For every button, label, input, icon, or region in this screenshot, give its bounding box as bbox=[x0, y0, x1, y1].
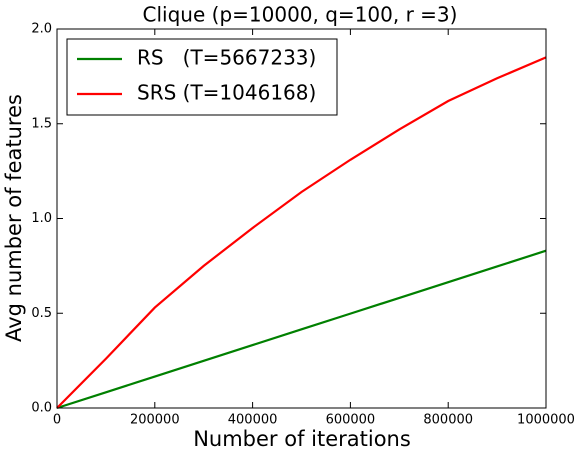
y-axis-label: Avg number of features bbox=[2, 94, 26, 342]
x-tick-label: 400000 bbox=[228, 413, 278, 428]
x-tick-label: 800000 bbox=[423, 413, 473, 428]
x-tick-label: 200000 bbox=[130, 413, 180, 428]
y-tick-label: 0.5 bbox=[31, 306, 52, 321]
y-tick-label: 2.0 bbox=[31, 22, 52, 37]
legend bbox=[66, 38, 338, 116]
legend-label: RS (T=5667233) bbox=[137, 46, 316, 70]
chart-title: Clique (p=10000, q=100, r =3) bbox=[143, 3, 458, 27]
line-series bbox=[56, 249, 547, 410]
y-tick-label: 1.0 bbox=[31, 211, 52, 226]
y-tick-label: 1.5 bbox=[31, 116, 52, 131]
legend-label: SRS (T=1046168) bbox=[137, 81, 316, 105]
x-tick-label: 1000000 bbox=[517, 413, 575, 428]
x-axis-label: Number of iterations bbox=[193, 427, 411, 451]
x-tick-label: 600000 bbox=[326, 413, 376, 428]
x-tick-label: 0 bbox=[53, 413, 61, 428]
line-series bbox=[56, 56, 547, 409]
y-tick-label: 0.0 bbox=[31, 401, 52, 416]
